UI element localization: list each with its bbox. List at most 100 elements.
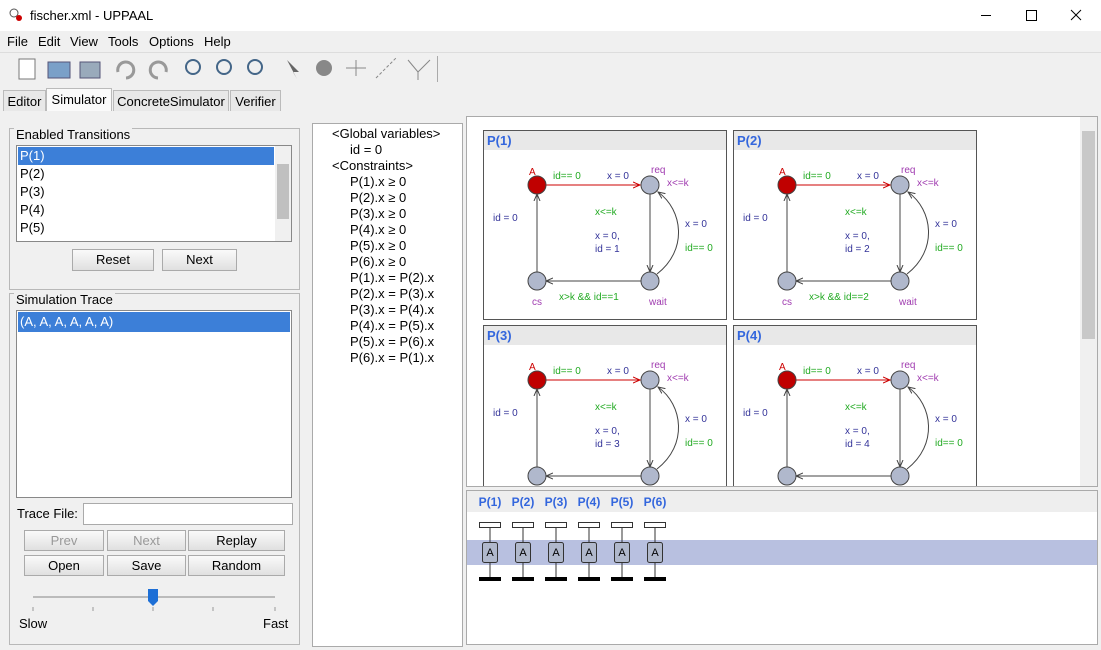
tree-node[interactable]: P(6).x ≥ 0 <box>350 254 407 269</box>
trace-file-input[interactable] <box>83 503 293 525</box>
random-button[interactable]: Random <box>188 555 285 576</box>
location[interactable] <box>890 466 910 486</box>
tree-node[interactable]: id = 0 <box>350 142 383 157</box>
label: A <box>779 362 786 373</box>
menu-item[interactable]: Tools <box>108 34 139 49</box>
panel-body <box>483 130 727 320</box>
msc-state[interactable] <box>482 542 498 563</box>
transition-item[interactable]: P(5) <box>20 220 45 235</box>
trace-list[interactable]: (A, A, A, A, A, A) <box>16 310 292 498</box>
next-button[interactable]: Next <box>107 530 186 551</box>
msc-state[interactable] <box>515 542 531 563</box>
transition-item[interactable]: P(4) <box>20 202 45 217</box>
transition-item[interactable]: P(2) <box>20 166 45 181</box>
msc-process-name[interactable]: P(5) <box>611 495 634 509</box>
panel-header <box>484 131 726 150</box>
location[interactable] <box>527 466 547 486</box>
current-state-row <box>467 540 1097 565</box>
tree-node[interactable]: <Global variables> <box>332 126 441 141</box>
trace-item[interactable]: (A, A, A, A, A, A) <box>18 312 290 332</box>
msc-process-name[interactable]: P(2) <box>512 495 535 509</box>
title-bar: fischer.xml - UPPAAL <box>0 0 1101 31</box>
location[interactable] <box>777 271 797 291</box>
msc-state[interactable] <box>548 542 564 563</box>
tree-node[interactable]: P(6).x = P(1).x <box>350 350 435 365</box>
msc-state[interactable] <box>581 542 597 563</box>
scroll-thumb[interactable] <box>277 164 289 219</box>
transition-list[interactable]: P(1) P(2) P(3) P(4) P(5) <box>16 145 292 242</box>
process-name: P(2) <box>737 133 762 148</box>
label: id = 0 <box>743 408 768 419</box>
lifeline-top <box>479 522 501 528</box>
tab[interactable]: ConcreteSimulator <box>113 90 229 111</box>
label: cs <box>532 297 542 308</box>
msc-process-name[interactable]: P(6) <box>644 495 667 509</box>
label: A <box>529 167 536 178</box>
location[interactable] <box>640 466 660 486</box>
save-button[interactable]: Save <box>107 555 186 576</box>
tree-node[interactable]: P(5).x ≥ 0 <box>350 238 407 253</box>
transition-item[interactable]: P(3) <box>20 184 45 199</box>
replay-button[interactable]: Replay <box>188 530 285 551</box>
trace-file-label: Trace File: <box>17 506 78 521</box>
menu-item[interactable]: View <box>70 34 98 49</box>
location[interactable] <box>640 271 660 291</box>
transition-item[interactable]: P(1) <box>18 147 274 165</box>
tab[interactable]: Simulator <box>46 88 112 111</box>
tree-node[interactable]: P(3).x ≥ 0 <box>350 206 407 221</box>
window-controls[interactable] <box>960 0 1101 31</box>
reset-button[interactable]: Reset <box>72 249 154 271</box>
location[interactable] <box>777 175 797 195</box>
menu-item[interactable]: Options <box>149 34 194 49</box>
tree-node[interactable]: P(4).x = P(5).x <box>350 318 435 333</box>
tree-node[interactable]: P(2).x ≥ 0 <box>350 190 407 205</box>
tree-node[interactable]: P(3).x = P(4).x <box>350 302 435 317</box>
msc-process-name[interactable]: P(4) <box>578 495 601 509</box>
prev-button[interactable]: Prev <box>24 530 104 551</box>
label: x = 0, <box>845 231 870 242</box>
location[interactable] <box>890 271 910 291</box>
next-button[interactable]: Next <box>162 249 237 271</box>
label: id = 0 <box>493 408 518 419</box>
menu-item[interactable]: Help <box>204 34 231 49</box>
open-button[interactable]: Open <box>24 555 104 576</box>
speed-slider[interactable] <box>24 585 284 615</box>
msc-process-name[interactable]: P(1) <box>479 495 502 509</box>
location[interactable] <box>640 175 660 195</box>
tab[interactable]: Verifier <box>230 90 281 111</box>
menu-item[interactable]: File <box>7 34 28 49</box>
label: x<=k <box>917 178 940 189</box>
location[interactable] <box>890 175 910 195</box>
tree-node[interactable]: P(1).x ≥ 0 <box>350 174 407 189</box>
label: x = 0 <box>607 171 629 182</box>
label: id== 0 <box>935 438 963 449</box>
tree-node[interactable]: <Constraints> <box>332 158 413 173</box>
msc-state[interactable] <box>647 542 663 563</box>
menu-item[interactable]: Edit <box>38 34 61 49</box>
msc-state[interactable] <box>614 542 630 563</box>
location[interactable] <box>777 370 797 390</box>
location[interactable] <box>527 271 547 291</box>
tab[interactable]: Editor <box>3 90 46 111</box>
tree-node[interactable]: P(4).x ≥ 0 <box>350 222 407 237</box>
label: A <box>779 167 786 178</box>
location[interactable] <box>890 370 910 390</box>
location[interactable] <box>527 370 547 390</box>
msc-process-name[interactable]: P(3) <box>545 495 568 509</box>
label: x = 0 <box>857 171 879 182</box>
location[interactable] <box>527 175 547 195</box>
tree-node[interactable]: P(5).x = P(6).x <box>350 334 435 349</box>
scrollbar[interactable] <box>275 146 291 241</box>
location[interactable] <box>777 466 797 486</box>
scroll-thumb[interactable] <box>1082 131 1095 339</box>
scrollbar[interactable] <box>1080 117 1097 486</box>
tree-node[interactable]: P(2).x = P(3).x <box>350 286 435 301</box>
location[interactable] <box>640 370 660 390</box>
label: x>k && id==1 <box>559 292 619 303</box>
label: x = 0 <box>935 219 957 230</box>
tree-node[interactable]: P(1).x = P(2).x <box>350 270 435 285</box>
